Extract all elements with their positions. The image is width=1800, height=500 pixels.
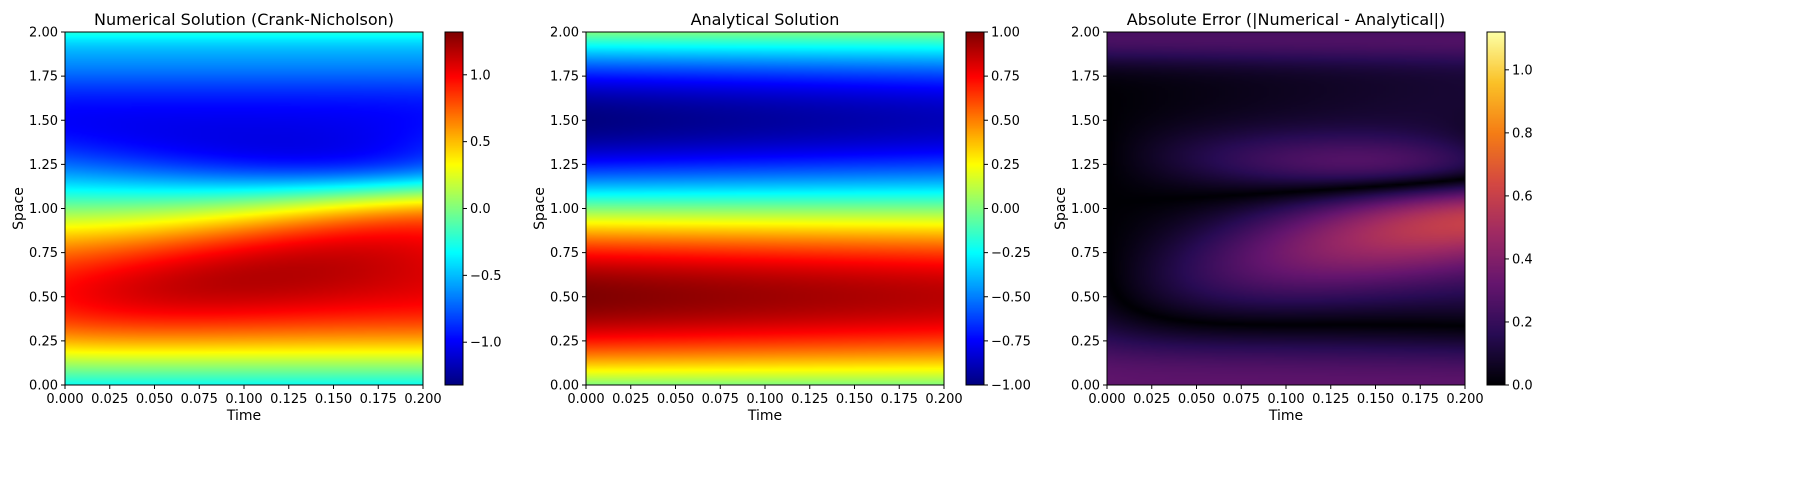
y-tick-label: 0.25: [1071, 334, 1100, 349]
colorbar-frame: [1486, 31, 1506, 386]
colorbar-tick-label: 0.75: [991, 70, 1020, 85]
x-tick-label: 0.075: [702, 392, 739, 407]
y-tick-label: 0.75: [29, 246, 58, 261]
x-tick-label: 0.175: [360, 392, 397, 407]
y-tick-label: 0.75: [1071, 246, 1100, 261]
x-axis-label: Time: [747, 408, 782, 424]
y-tick-label: 1.75: [1071, 70, 1100, 85]
y-tick-label: 0.00: [29, 379, 58, 394]
y-tick-label: 1.25: [29, 158, 58, 173]
colorbar-tick-label: −1.0: [470, 336, 502, 351]
x-tick-label: 0.050: [136, 392, 173, 407]
x-tick-label: 0.075: [1223, 392, 1260, 407]
colorbar-tick-label: 0.4: [1512, 252, 1533, 267]
y-tick-label: 1.00: [550, 202, 579, 217]
y-tick-label: 0.75: [550, 246, 579, 261]
y-axis-label: Space: [11, 187, 27, 230]
colorbar-tick-label: −0.25: [991, 246, 1031, 261]
x-tick-label: 0.100: [746, 392, 783, 407]
chart-title: Numerical Solution (Crank-Nicholson): [94, 10, 394, 29]
chart-1: Numerical Solution (Crank-Nicholson)0.00…: [11, 10, 502, 424]
y-tick-label: 0.25: [550, 334, 579, 349]
colorbar-tick-label: 0.0: [470, 202, 491, 217]
colorbar-tick-label: 0.6: [1512, 189, 1533, 204]
x-tick-label: 0.150: [315, 392, 352, 407]
colorbar-tick-label: 0.8: [1512, 126, 1533, 141]
x-tick-label: 0.050: [1178, 392, 1215, 407]
colorbar-tick-label: 0.2: [1512, 315, 1533, 330]
colorbar-tick-label: −0.50: [991, 290, 1031, 305]
chart-3: Absolute Error (|Numerical - Analytical|…: [1053, 10, 1533, 424]
y-tick-label: 2.00: [29, 26, 58, 41]
x-tick-label: 0.025: [1133, 392, 1170, 407]
y-tick-label: 0.00: [1071, 379, 1100, 394]
x-tick-label: 0.125: [270, 392, 307, 407]
colorbar-tick-label: 0.50: [991, 114, 1020, 129]
x-tick-label: 0.175: [1402, 392, 1439, 407]
heatmap-image: [586, 32, 944, 385]
chart-title: Absolute Error (|Numerical - Analytical|…: [1127, 10, 1446, 29]
y-tick-label: 1.25: [550, 158, 579, 173]
x-axis-label: Time: [1268, 408, 1303, 424]
colorbar-tick-label: 0.00: [991, 202, 1020, 217]
y-tick-label: 1.00: [1071, 202, 1100, 217]
x-tick-label: 0.025: [91, 392, 128, 407]
x-tick-label: 0.100: [225, 392, 262, 407]
x-tick-label: 0.150: [1357, 392, 1394, 407]
y-tick-label: 1.00: [29, 202, 58, 217]
x-tick-label: 0.025: [612, 392, 649, 407]
x-axis-label: Time: [226, 408, 261, 424]
x-tick-label: 0.200: [925, 392, 962, 407]
colorbar: [966, 32, 984, 385]
colorbar-tick-label: 0.25: [991, 158, 1020, 173]
x-tick-label: 0.150: [836, 392, 873, 407]
x-tick-label: 0.000: [46, 392, 83, 407]
colorbar-tick-label: −0.5: [470, 269, 502, 284]
x-tick-label: 0.075: [181, 392, 218, 407]
x-tick-label: 0.200: [1446, 392, 1483, 407]
colorbar-tick-label: −1.00: [991, 379, 1031, 394]
x-tick-label: 0.200: [404, 392, 441, 407]
y-tick-label: 1.50: [1071, 114, 1100, 129]
colorbar: [1487, 32, 1505, 385]
x-tick-label: 0.000: [1088, 392, 1125, 407]
y-tick-label: 1.50: [550, 114, 579, 129]
y-tick-label: 2.00: [1071, 26, 1100, 41]
chart-title: Analytical Solution: [691, 10, 840, 29]
chart-2: Analytical Solution 0.000 0.025 0.050 0.075 0…: [532, 10, 1031, 424]
x-tick-label: 0.100: [1267, 392, 1304, 407]
y-tick-label: 1.25: [1071, 158, 1100, 173]
colorbar-tick-label: 1.00: [991, 26, 1020, 41]
y-tick-label: 1.75: [29, 70, 58, 85]
x-tick-label: 0.125: [1312, 392, 1349, 407]
y-tick-label: 0.50: [29, 290, 58, 305]
colorbar-tick-label: −0.75: [991, 334, 1031, 349]
x-tick-label: 0.175: [881, 392, 918, 407]
y-tick-label: 0.25: [29, 334, 58, 349]
y-tick-label: 1.50: [29, 114, 58, 129]
y-tick-label: 1.75: [550, 70, 579, 85]
colorbar-tick-label: 0.5: [470, 135, 491, 150]
y-tick-label: 0.00: [550, 379, 579, 394]
y-axis-label: Space: [532, 187, 548, 230]
heatmap-image: [1107, 32, 1465, 385]
colorbar: [445, 32, 463, 385]
heatmap-image: [65, 32, 423, 385]
x-tick-label: 0.000: [567, 392, 604, 407]
x-tick-label: 0.050: [657, 392, 694, 407]
y-tick-label: 2.00: [550, 26, 579, 41]
y-tick-label: 0.50: [550, 290, 579, 305]
colorbar-tick-label: 0.0: [1512, 379, 1533, 394]
x-tick-label: 0.125: [791, 392, 828, 407]
y-axis-label: Space: [1053, 187, 1069, 230]
colorbar-tick-label: 1.0: [470, 68, 491, 83]
colorbar-tick-label: 1.0: [1512, 63, 1533, 78]
y-tick-label: 0.50: [1071, 290, 1100, 305]
